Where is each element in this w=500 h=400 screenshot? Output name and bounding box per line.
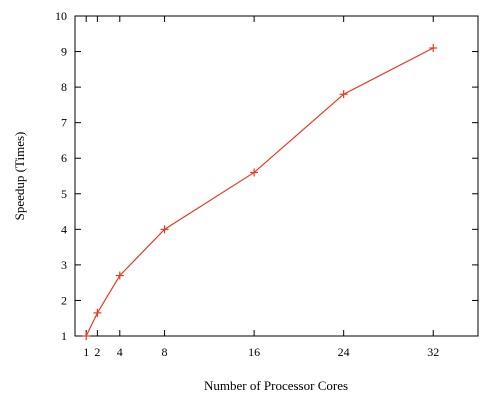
y-tick-label: 4 bbox=[61, 222, 67, 236]
y-tick-label: 5 bbox=[61, 187, 67, 201]
data-point bbox=[82, 332, 91, 340]
x-tick-label: 4 bbox=[117, 345, 123, 359]
x-tick-label: 16 bbox=[248, 345, 260, 359]
data-point bbox=[339, 90, 348, 99]
x-tick-label: 24 bbox=[338, 345, 350, 359]
series-line bbox=[85, 47, 434, 337]
axis-ticks bbox=[75, 15, 478, 337]
x-tick-label: 8 bbox=[162, 345, 168, 359]
data-point bbox=[250, 168, 259, 177]
data-point bbox=[160, 225, 169, 234]
plot-frame bbox=[74, 15, 479, 337]
series-layer bbox=[82, 44, 438, 340]
x-axis-label: Number of Processor Cores bbox=[204, 378, 348, 393]
y-tick-label: 7 bbox=[61, 116, 67, 130]
y-tick-label: 8 bbox=[61, 80, 67, 94]
y-tick-label: 6 bbox=[61, 151, 67, 165]
y-tick-label: 2 bbox=[61, 293, 67, 307]
x-tick-label: 32 bbox=[427, 345, 439, 359]
y-tick-label: 9 bbox=[61, 45, 67, 59]
x-tick-label: 2 bbox=[94, 345, 100, 359]
data-point bbox=[429, 44, 438, 52]
x-tick-label: 1 bbox=[83, 345, 89, 359]
y-tick-label: 3 bbox=[61, 258, 67, 272]
data-point bbox=[115, 271, 124, 280]
y-tick-label: 1 bbox=[61, 329, 67, 343]
y-tick-label: 10 bbox=[55, 9, 67, 23]
data-point bbox=[93, 308, 102, 317]
y-axis-label: Speedup (Times) bbox=[12, 132, 27, 221]
